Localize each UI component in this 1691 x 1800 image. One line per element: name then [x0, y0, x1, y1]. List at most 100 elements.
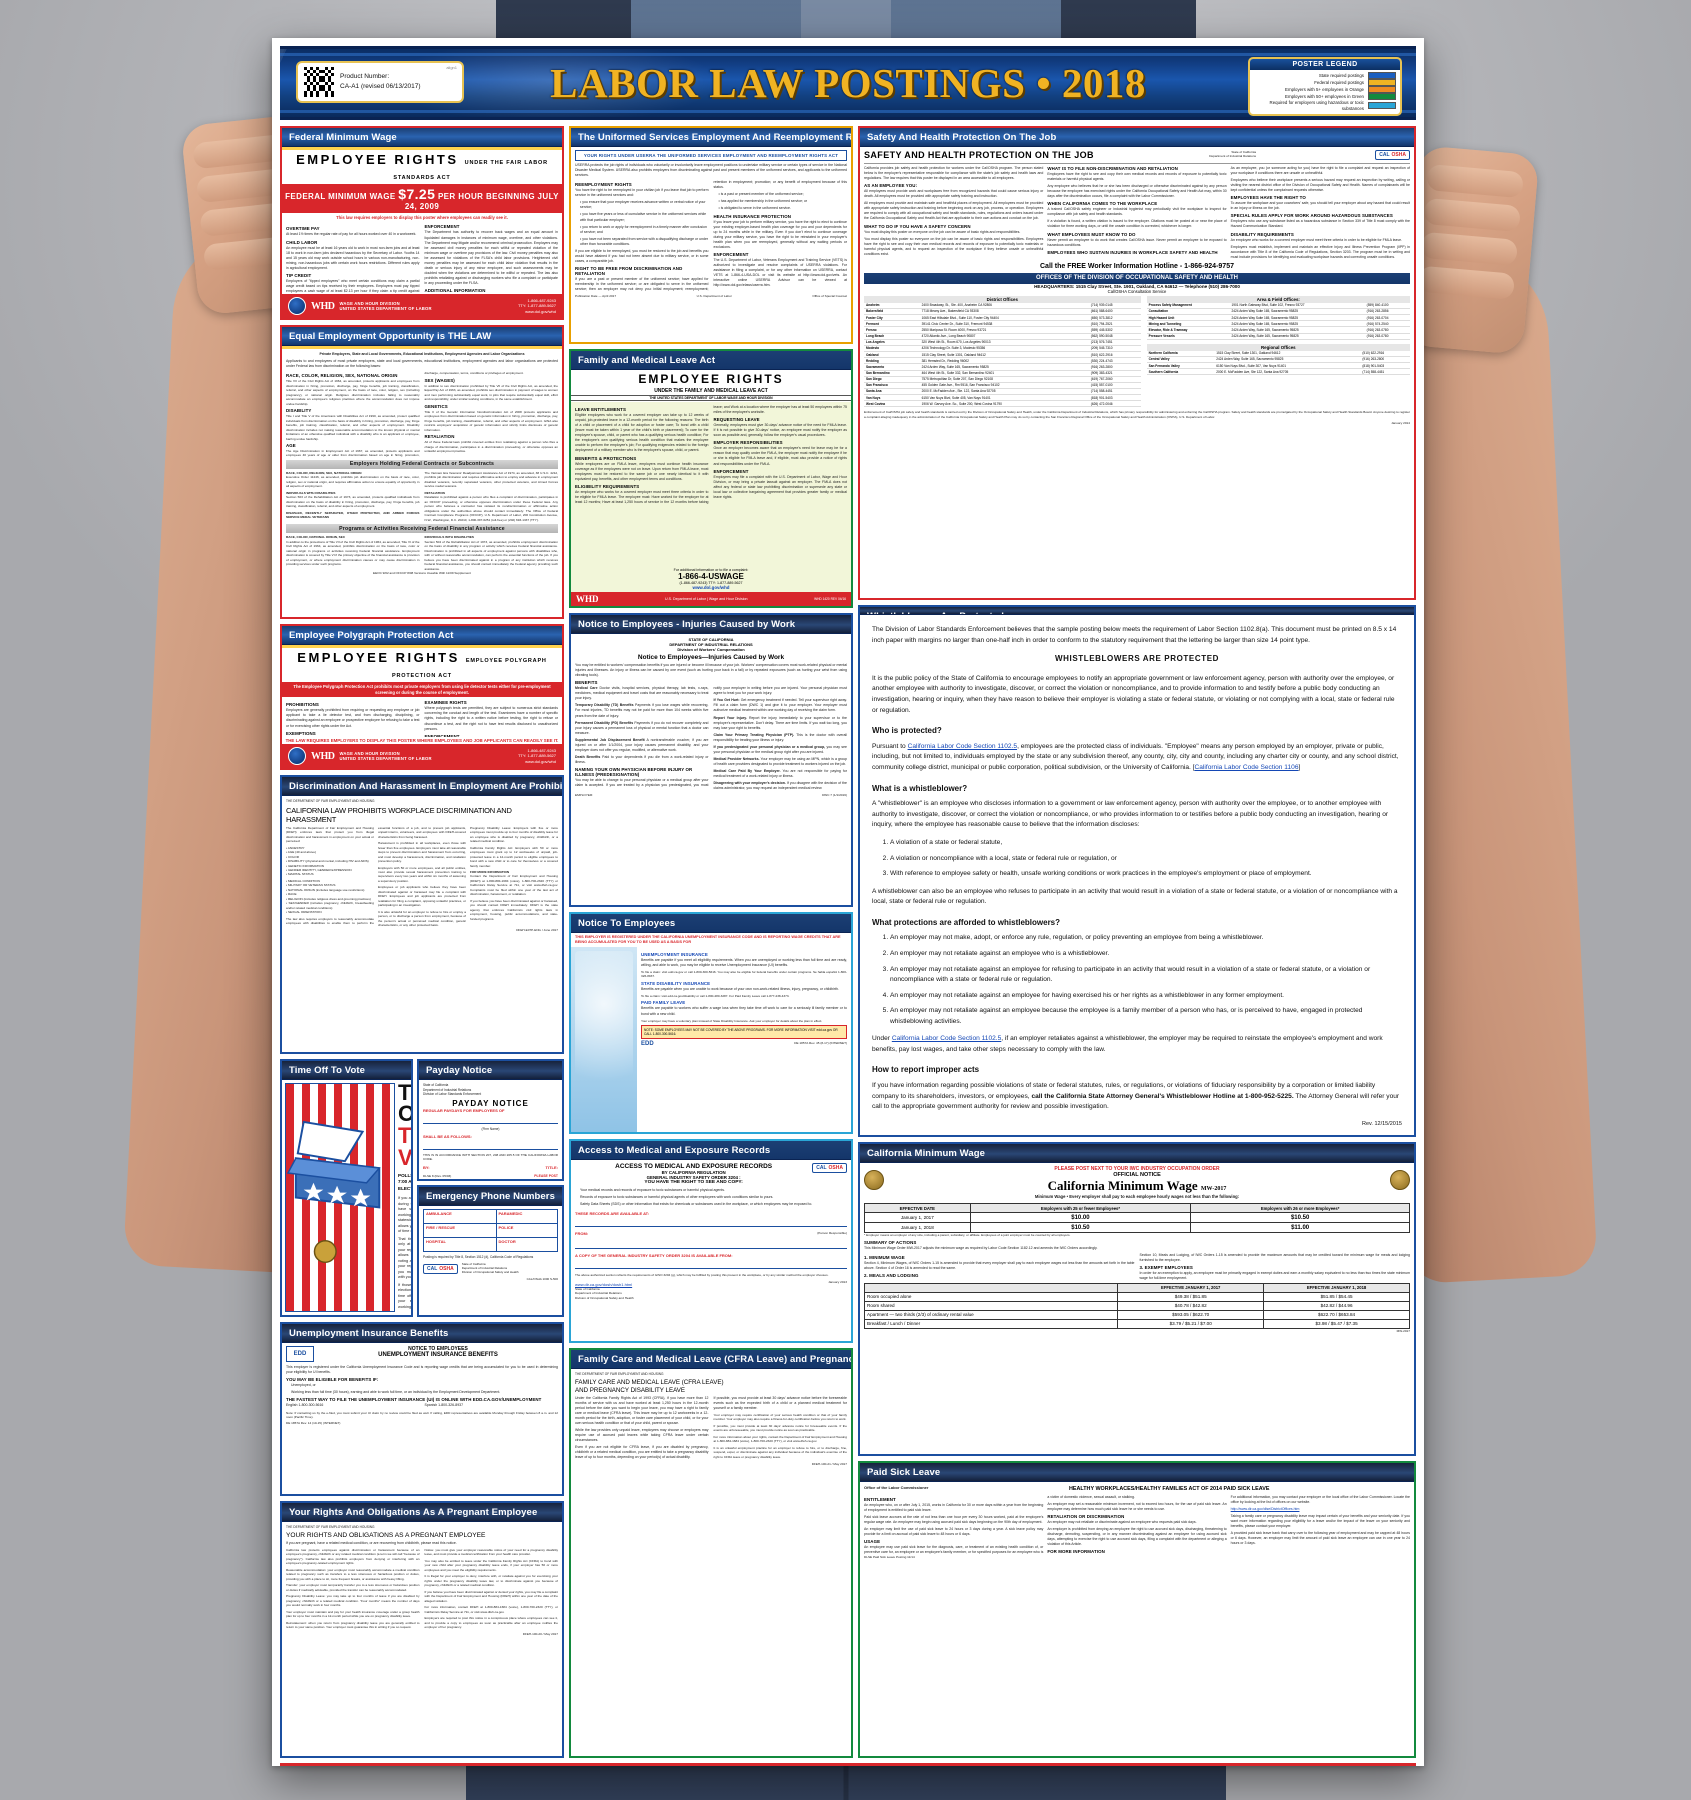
- cell-ambulance[interactable]: AMBULANCE: [422, 1209, 497, 1225]
- access-copy-input[interactable]: [575, 1261, 847, 1269]
- psl-web-link[interactable]: http://www.dir.ca.gov/dlse/DistrictOffic…: [1230, 1506, 1300, 1511]
- pregnant-footer: DFEH-100-20 / May 2017: [522, 1631, 558, 1636]
- safety-hq: HEADQUARTERS: 1515 Clay Street, Ste. 190…: [1034, 283, 1240, 289]
- labor-code-link-3[interactable]: California Labor Code Section 1102.5: [891, 1035, 1002, 1043]
- psl-usage: An employee may use paid sick leave for …: [864, 1494, 1135, 1555]
- qr-code-icon: [304, 67, 334, 97]
- unemployment-intro: This employer is registered under the Ca…: [286, 1365, 558, 1375]
- table-row: San Francisco 455 Golden Gate Ave., Rm 95…: [864, 382, 1141, 389]
- unemployment-eligible-item: Working less than full time (30 hours), …: [291, 1390, 501, 1395]
- cmw-rate-table: EFFECTIVE DATE Employers with 25 or fewe…: [864, 1203, 1410, 1234]
- fmla-contact: For additional information or to file a …: [571, 566, 851, 592]
- panel-whistleblower: Whistleblowers Are Protected The Divisio…: [858, 605, 1416, 1137]
- wb-a3-item: An employer may not retaliate against an…: [890, 965, 1402, 986]
- col-payday-emergency: Payday Notice State of California Depart…: [416, 1059, 564, 1318]
- edd-illustration: [571, 946, 637, 1132]
- eeo-footer: EEOC 9/02 and OFCCP 8/08 Versions Useabl…: [373, 571, 471, 576]
- agency-tty: TTY: 1-877-889-5627: [517, 753, 556, 759]
- payday-field-input[interactable]: [422, 1116, 558, 1125]
- fmla-rev: WHD 1420 REV 04/16: [814, 597, 846, 601]
- section-heading: WHAT TO DO IF YOU HAVE A SAFETY CONCERN: [864, 223, 971, 229]
- wb-a2-item: A violation of a state or federal statut…: [890, 838, 1402, 849]
- section-heading: REEMPLOYMENT RIGHTS: [575, 182, 632, 188]
- userra-agency-1: U.S. Department of Labor: [696, 294, 732, 299]
- district-offices-table: Anaheim 2400 Broadway, St., Ste. 400, Ana…: [864, 302, 1141, 408]
- section-text: If you leave your job to perform militar…: [713, 219, 848, 249]
- table-row: Elevator, Ride & Tramway 2424 Arden Way, …: [1146, 326, 1410, 334]
- section-heading: CHILD LABOR: [286, 239, 318, 245]
- flag-ballot-illustration: [285, 1083, 395, 1313]
- section-text: As an employee, you (or someone acting f…: [1230, 165, 1410, 176]
- wb-a3-item: An employer may not retaliate against an…: [890, 949, 1402, 960]
- dept-name: THE DEPARTMENT OF FAIR EMPLOYMENT AND HO…: [286, 1525, 375, 1530]
- panel-title: Discrimination And Harassment In Employm…: [282, 777, 562, 796]
- table-header-row: EFFECTIVE DATE Employers with 25 or fewe…: [864, 1203, 1410, 1214]
- table-row: Sacramento 2424 Arden Way, Suite 165, Sac…: [864, 363, 1141, 371]
- access-right: Safety Data Sheets (SDS) or other inform…: [580, 1202, 813, 1207]
- cell-paramedic[interactable]: PARAMEDIC: [495, 1209, 558, 1225]
- benefit-text: Payments if you lose wages while recover…: [575, 703, 709, 718]
- safety-hotline: Call the FREE Worker Information Hotline…: [1040, 262, 1234, 270]
- unemployment-title-1: NOTICE TO EMPLOYEES: [408, 1346, 468, 1353]
- section-text: Employers of "tipped employees" who meet…: [286, 278, 420, 293]
- dir-seal-icon: [1390, 1170, 1410, 1190]
- benefit-name: Death Benefits: [575, 754, 601, 759]
- access-web-link[interactable]: www.dir.ca.gov/dosh/dosh1.html: [575, 1281, 633, 1287]
- wb-a2-item: With reference to employee safety or hea…: [890, 869, 1402, 880]
- safety-footer: Enforcement of Cal/OSHA job safety and h…: [864, 410, 1410, 419]
- dept-name: THE DEPARTMENT OF FAIR EMPLOYMENT AND HO…: [575, 1372, 664, 1376]
- benefit-name: Temporary Disability (TD) Benefits: [575, 703, 634, 708]
- table-row: Fremont 39141 Civic Center Dr., Suite 310…: [864, 320, 1141, 328]
- product-number-value: CA-A1 (revised 06/13/2017): [340, 83, 421, 90]
- table-row: Van Nuys 6150 Van Nuys Blvd, Suite 405, V…: [864, 394, 1141, 402]
- cell-doctor[interactable]: DOCTOR: [495, 1237, 558, 1253]
- table-row: FIRE / RESCUE POLICE: [422, 1223, 558, 1239]
- payday-field-input[interactable]: [422, 1142, 558, 1150]
- panel-pregnant-employee: Your Rights And Obligations As A Pregnan…: [280, 1501, 564, 1758]
- unemployment-eligible-item: Unemployed, or: [291, 1383, 316, 1388]
- injuries-state: STATE OF CALIFORNIA: [688, 637, 734, 642]
- district-offices-col: District Offices Anaheim 2400 Broadway, S…: [864, 295, 1141, 408]
- safety-date: January 2014: [1391, 421, 1410, 426]
- table-row: HOSPITAL DOCTOR: [422, 1237, 558, 1253]
- cmw-lodging-table: EFFECTIVE JANUARY 1, 2017 EFFECTIVE JANU…: [863, 1282, 1410, 1329]
- cell-fire[interactable]: FIRE / RESCUE: [422, 1223, 497, 1239]
- access-copy-label: A COPY OF THE GENERAL INDUSTRY SAFETY OR…: [575, 1252, 733, 1258]
- area-offices-heading: Area & Field Offices:: [1146, 295, 1410, 303]
- panel-emergency-phone: Emergency Phone Numbers AMBULANCE PARAME…: [416, 1185, 564, 1318]
- agency-line-3: Division of Labor Standards Enforcement: [422, 1092, 482, 1097]
- injuries-intro: You may be entitled to workers' compensa…: [575, 663, 847, 678]
- cell-large-rate: $11.00: [1190, 1222, 1410, 1234]
- cell-hospital[interactable]: HOSPITAL: [422, 1237, 497, 1253]
- access-dept-3: Division of Occupational Safety and Heal…: [575, 1295, 634, 1300]
- table-row: San Diego 7575 Metropolitan Dr, Suite 207…: [864, 376, 1141, 383]
- fmla-dept: U.S. Department of Labor | Wage and Hour…: [665, 597, 748, 601]
- labor-code-link-2[interactable]: California Labor Code Section 1106: [1194, 763, 1299, 771]
- access-dept-2: Department of Industrial Relations: [575, 1291, 622, 1296]
- cfra-body-4: If possible, you must provide at least 3…: [713, 1395, 848, 1410]
- access-from-input[interactable]: [575, 1241, 847, 1249]
- fmla-header: EMPLOYEE RIGHTS UNDER THE FAMILY AND MED…: [571, 370, 851, 402]
- section-text: Employees may file a complaint with the …: [713, 474, 848, 499]
- benefit-name: Medical Care: [575, 686, 598, 691]
- cell-police[interactable]: POLICE: [495, 1223, 558, 1239]
- vote-text: TIME OFF TO VOTE POLLS ARE OPEN FROM 7:0…: [398, 1082, 411, 1312]
- labor-code-link-1[interactable]: California Labor Code Section 1102.5: [907, 742, 1018, 750]
- panel-title: Federal Minimum Wage: [282, 128, 562, 147]
- benefit-name: Supplemental Job Displacement Benefit: [575, 737, 645, 742]
- agency-tty: TTY: 1-877-889-5627: [517, 303, 556, 309]
- table-row: Modesto 4206 Technology Dr. Suite 3, Mode…: [864, 345, 1141, 353]
- access-from-label: FROM:: [575, 1231, 589, 1237]
- access-field-input[interactable]: [575, 1219, 847, 1228]
- panel-title: Your Rights And Obligations As A Pregnan…: [282, 1503, 562, 1523]
- nte-body: Unemployment Insurance Benefits are paya…: [637, 946, 851, 1132]
- section-text: You must display this poster on everyone…: [864, 229, 1021, 234]
- access-right: Records of exposure to toxic substances …: [580, 1195, 774, 1200]
- program-text: Benefits are payable to workers who suff…: [641, 1006, 847, 1016]
- table-row: AMBULANCE PARAMEDIC: [422, 1209, 558, 1225]
- panel-time-off-to-vote: Time Off To Vote: [280, 1059, 413, 1318]
- section-heading: ENFORCEMENT: [424, 224, 460, 230]
- unemployment-form-no: DE 1857A Rev. 14 (10-15) (INTERNET): [286, 1421, 341, 1426]
- dol-seal-icon: [288, 747, 306, 765]
- fmw-heading: EMPLOYEE RIGHTS UNDER THE FAIR LABOR STA…: [296, 152, 548, 181]
